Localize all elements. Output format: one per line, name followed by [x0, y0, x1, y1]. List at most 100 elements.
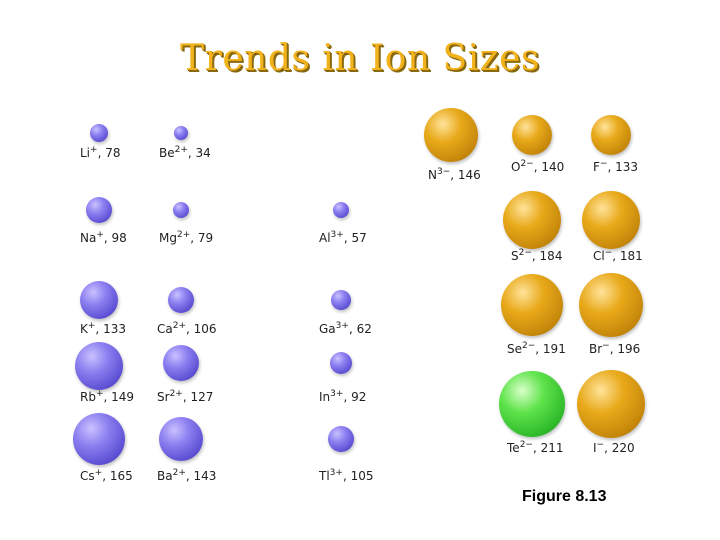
ion-symbol: F — [593, 160, 600, 174]
ion-charge: 3+ — [335, 321, 349, 331]
ion-charge: + — [94, 468, 103, 478]
ion-symbol: K — [80, 322, 88, 336]
ion-sphere-te — [499, 371, 565, 437]
ion-charge: 3+ — [330, 230, 344, 240]
ion-symbol: Na — [80, 231, 97, 245]
ion-symbol: In — [319, 390, 331, 404]
ion-sphere-cl — [582, 191, 640, 249]
ion-radius: 149 — [111, 390, 135, 404]
ion-label-s: S2−, 184 — [511, 248, 563, 264]
ion-symbol: S — [511, 249, 519, 263]
ion-sphere-i — [577, 370, 645, 438]
ion-radius: 165 — [109, 469, 133, 483]
ion-sphere-o — [512, 115, 552, 155]
ion-charge: 2+ — [172, 321, 187, 331]
ion-charge: 2− — [518, 248, 532, 258]
ion-symbol: Cs — [80, 469, 95, 483]
figure-caption: Figure 8.13 — [522, 488, 607, 505]
ion-radius: 196 — [617, 342, 641, 356]
ion-charge: − — [602, 341, 610, 351]
ion-radius: 146 — [457, 168, 481, 182]
ion-charge: + — [95, 389, 104, 399]
ion-radius: 78 — [105, 146, 121, 160]
ion-radius: 211 — [540, 441, 564, 455]
ion-symbol: Te — [507, 441, 520, 455]
ion-radius: 92 — [351, 390, 367, 404]
ion-label-ca: Ca2+, 106 — [157, 321, 217, 337]
ion-charge: − — [604, 248, 613, 258]
ion-radius: 79 — [197, 231, 214, 245]
ion-label-mg: Mg2+, 79 — [159, 230, 214, 246]
ion-symbol: Be — [159, 146, 175, 160]
ion-sphere-sr — [163, 345, 199, 381]
ion-label-sr: Sr2+, 127 — [157, 389, 214, 405]
ion-radius: 133 — [103, 322, 126, 336]
ion-radius: 184 — [539, 249, 563, 263]
ion-sphere-cs — [73, 413, 125, 465]
ion-symbol: Al — [319, 231, 331, 245]
ion-sphere-be — [174, 126, 188, 140]
ion-label-te: Te2−, 211 — [507, 440, 564, 456]
ion-symbol: Sr — [157, 390, 170, 404]
ion-sphere-li — [90, 124, 108, 142]
ion-label-cs: Cs+, 165 — [80, 468, 133, 484]
ion-sphere-na — [86, 197, 112, 223]
ion-radius: 220 — [611, 441, 635, 455]
ion-radius: 106 — [193, 322, 217, 336]
ion-symbol: Br — [589, 342, 603, 356]
ion-sphere-ba — [159, 417, 203, 461]
ion-label-ba: Ba2+, 143 — [157, 468, 217, 484]
ion-charge: 2+ — [174, 145, 188, 155]
ion-symbol: Rb — [80, 390, 96, 404]
ion-symbol: N — [428, 168, 437, 182]
ion-radius: 34 — [195, 146, 211, 160]
ion-charge: 2− — [522, 341, 536, 351]
ion-label-i: I−, 220 — [593, 440, 635, 456]
ion-label-in: In3+, 92 — [319, 389, 367, 405]
ion-label-rb: Rb+, 149 — [80, 389, 135, 405]
ion-sphere-se — [501, 274, 563, 336]
ion-radius: 127 — [190, 390, 214, 404]
ion-radius: 62 — [356, 322, 372, 336]
ion-sphere-ga — [331, 290, 351, 310]
ion-sphere-tl — [328, 426, 354, 452]
ion-sphere-s — [503, 191, 561, 249]
ion-label-f: F−, 133 — [593, 159, 638, 175]
ion-radius: 105 — [350, 469, 374, 483]
ion-sphere-in — [330, 352, 352, 374]
ion-symbol: Cl — [593, 249, 605, 263]
ion-label-cl: Cl−, 181 — [593, 248, 643, 264]
ion-charge: 2− — [519, 440, 533, 450]
ion-radius: 191 — [542, 342, 566, 356]
ion-label-br: Br−, 196 — [589, 341, 641, 357]
ion-sphere-f — [591, 115, 631, 155]
ion-label-li: Li+, 78 — [80, 145, 121, 161]
ion-radius: 143 — [193, 469, 217, 483]
page-title: Trends in Ion Sizes — [180, 38, 540, 79]
ion-radius: 98 — [111, 231, 127, 245]
ion-charge: + — [90, 145, 98, 155]
ion-charge: 2+ — [169, 389, 183, 399]
ion-charge: − — [596, 440, 605, 450]
ion-symbol: Se — [507, 342, 522, 356]
ion-symbol: Ga — [319, 322, 336, 336]
ion-symbol: Li — [80, 146, 91, 160]
ion-sphere-k — [80, 281, 118, 319]
ion-label-ga: Ga3+, 62 — [319, 321, 372, 337]
ion-sphere-n — [424, 108, 478, 162]
ion-charge: 3+ — [329, 468, 343, 478]
ion-sphere-ca — [168, 287, 194, 313]
ion-charge: 2+ — [172, 468, 186, 478]
ion-label-al: Al3+, 57 — [319, 230, 367, 246]
ion-charge: 2− — [520, 159, 534, 169]
ion-charge: 2+ — [176, 230, 191, 240]
ion-sphere-al — [333, 202, 349, 218]
ion-radius: 140 — [541, 160, 565, 174]
ion-label-tl: Tl3+, 105 — [319, 468, 374, 484]
ion-charge: + — [87, 321, 96, 331]
ion-charge: 3+ — [330, 389, 344, 399]
ion-charge: + — [96, 230, 104, 240]
ion-symbol: Mg — [159, 231, 177, 245]
ion-symbol: Ca — [157, 322, 173, 336]
ion-sphere-rb — [75, 342, 123, 390]
